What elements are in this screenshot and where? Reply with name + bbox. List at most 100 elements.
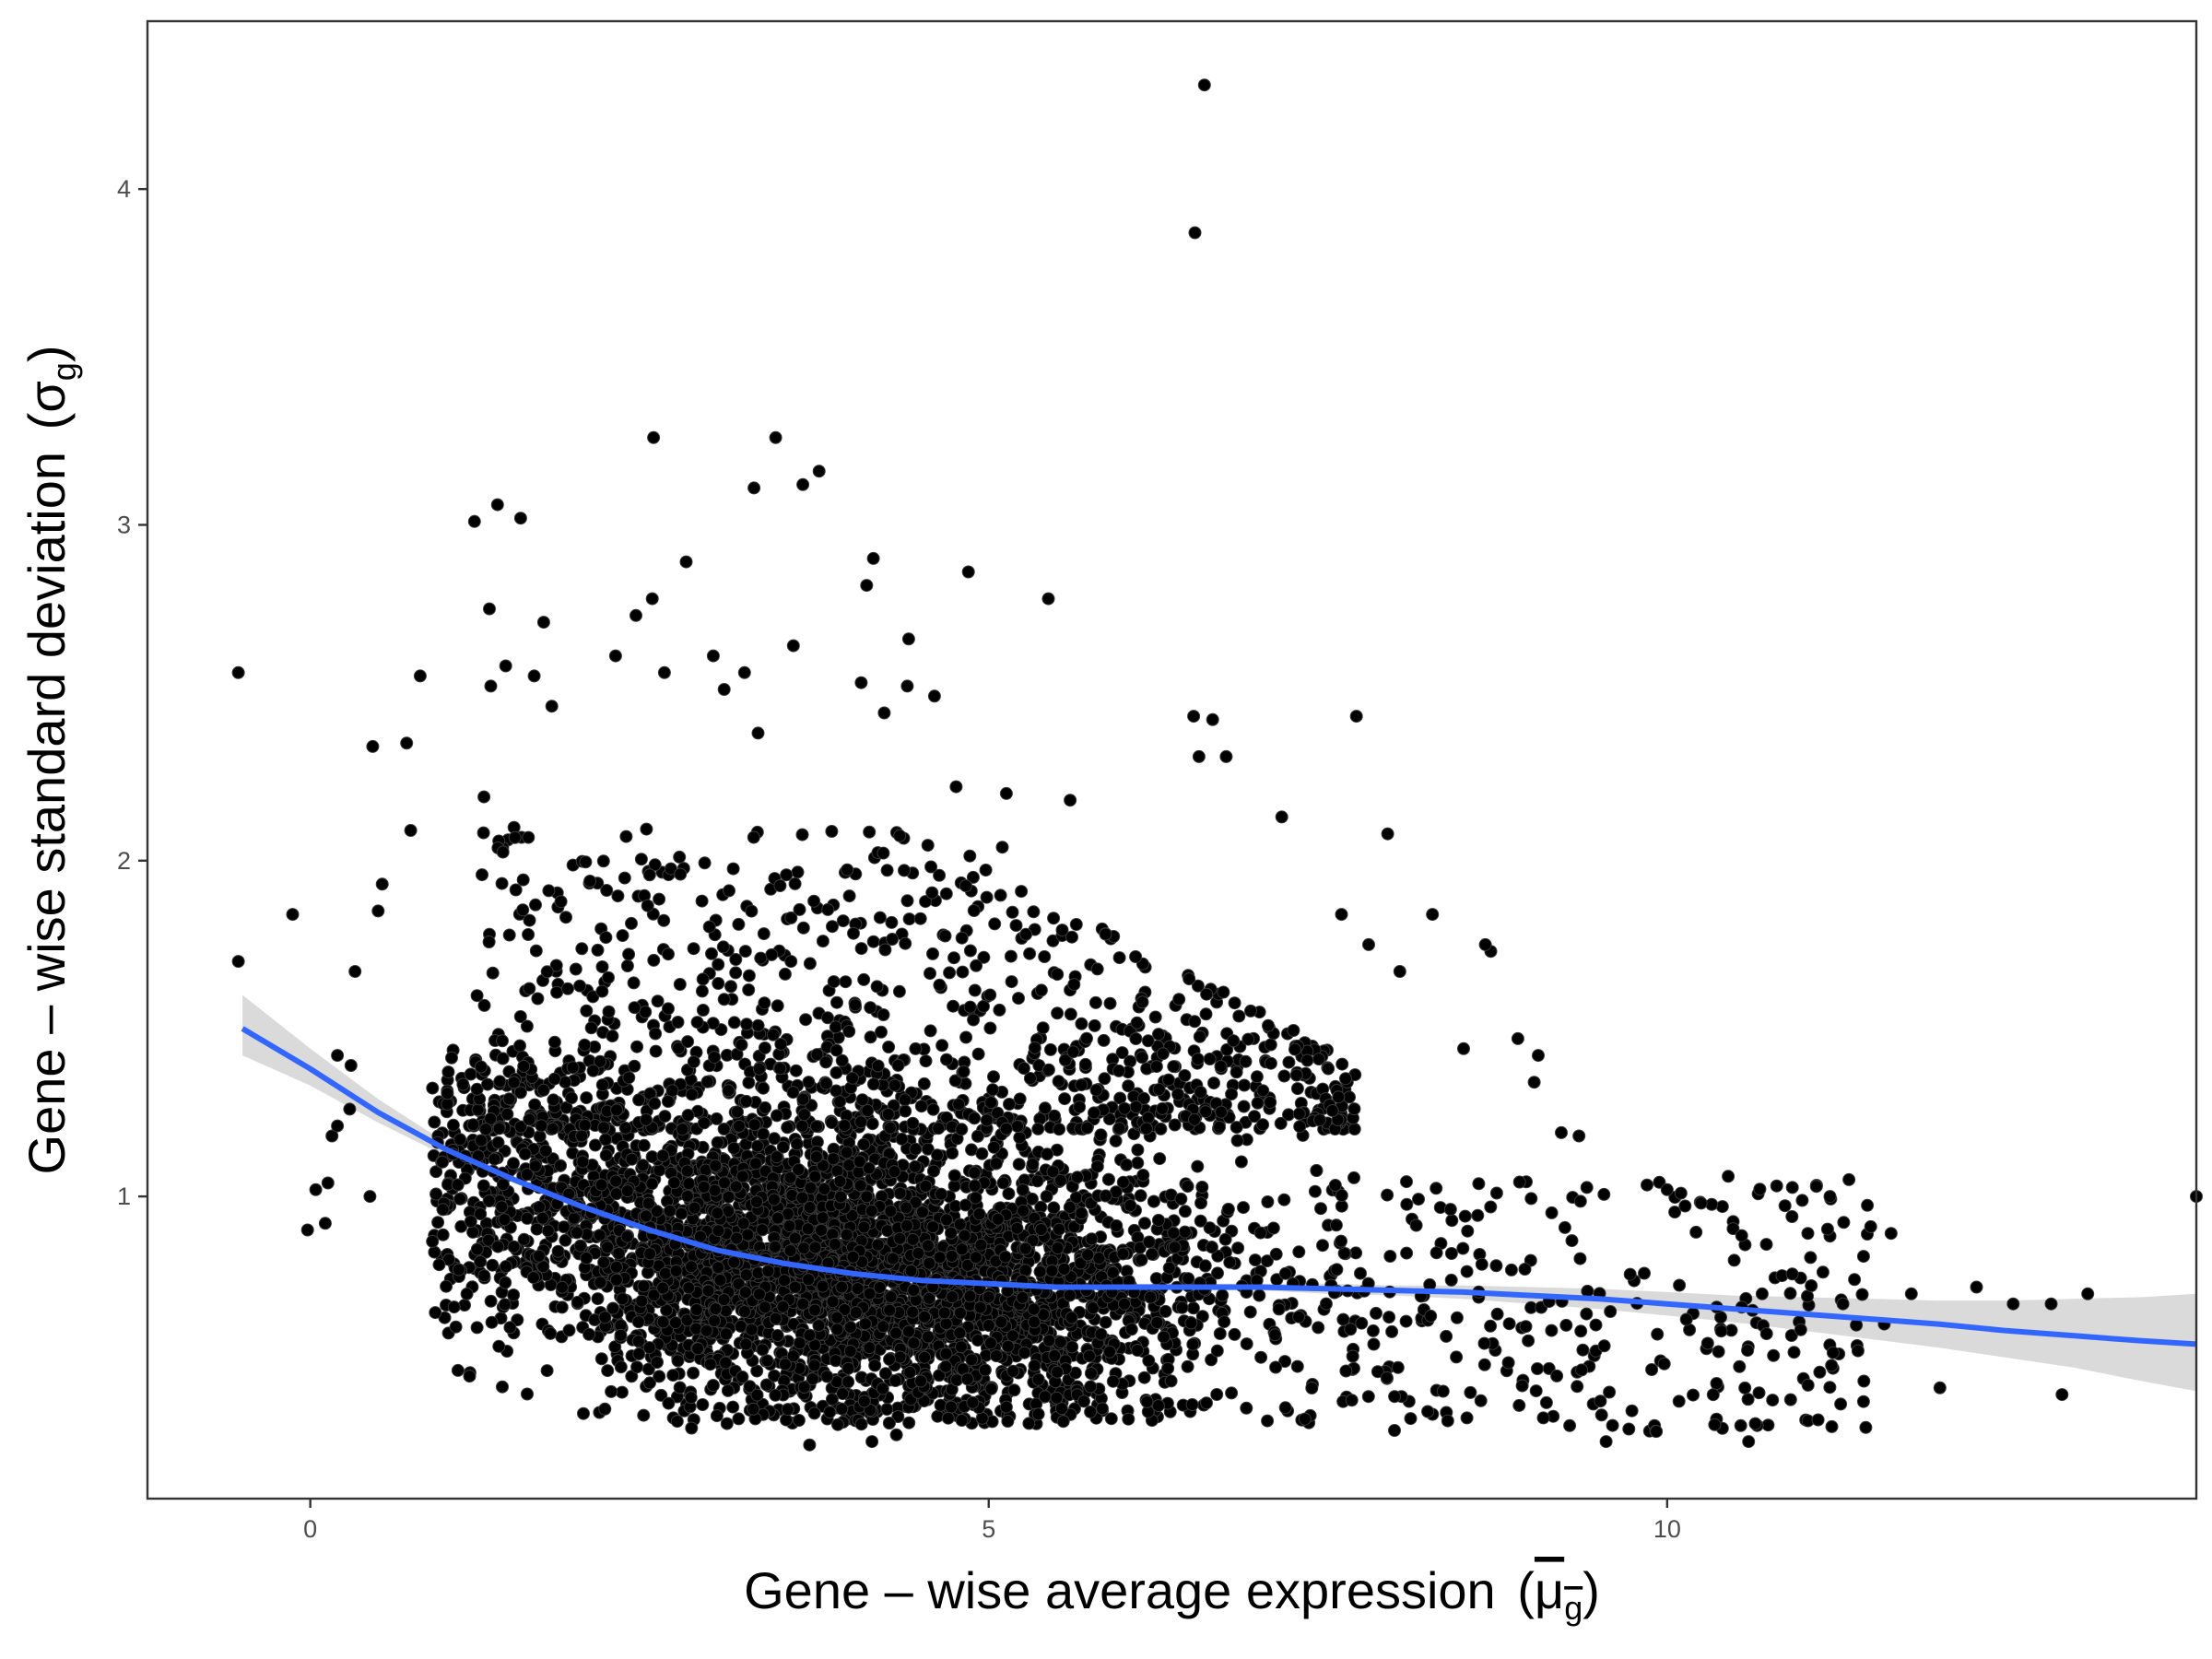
cloud-point bbox=[1262, 1018, 1275, 1032]
cloud-point bbox=[931, 1148, 944, 1162]
cloud-point bbox=[1018, 1241, 1032, 1255]
cloud-point bbox=[474, 1255, 488, 1268]
cloud-point bbox=[1104, 1412, 1118, 1426]
cloud-point bbox=[727, 1255, 741, 1269]
cloud-point bbox=[843, 1321, 857, 1334]
cloud-point bbox=[907, 1283, 921, 1297]
cloud-point bbox=[1181, 1180, 1194, 1194]
cloud-point bbox=[568, 1211, 581, 1225]
cloud-point bbox=[582, 1327, 596, 1341]
cloud-point bbox=[709, 1302, 723, 1316]
cloud-point bbox=[685, 1260, 699, 1274]
cloud-point bbox=[1186, 1337, 1200, 1351]
cloud-point bbox=[713, 1273, 727, 1287]
cloud-point bbox=[967, 1013, 981, 1027]
cloud-point bbox=[854, 1115, 868, 1129]
cloud-point bbox=[980, 890, 994, 904]
cloud-point bbox=[584, 1021, 598, 1035]
cloud-point bbox=[893, 829, 907, 842]
cloud-point bbox=[1063, 1200, 1077, 1214]
cloud-point bbox=[436, 1155, 450, 1169]
cloud-point bbox=[1150, 1316, 1164, 1329]
cloud-point bbox=[815, 1223, 828, 1237]
cloud-point bbox=[557, 1220, 571, 1234]
cloud-point bbox=[697, 1180, 711, 1194]
cloud-point bbox=[880, 1224, 894, 1238]
cloud-point bbox=[645, 1150, 659, 1164]
cloud-point bbox=[599, 931, 613, 945]
cloud-point bbox=[1099, 1189, 1112, 1203]
cloud-point bbox=[486, 966, 500, 980]
cloud-point bbox=[1282, 1055, 1296, 1069]
cloud-point bbox=[1078, 1057, 1092, 1071]
cloud-point bbox=[968, 983, 982, 997]
cloud-point bbox=[428, 1245, 441, 1259]
cloud-point bbox=[641, 899, 654, 912]
cloud-point bbox=[712, 1224, 725, 1238]
cloud-point bbox=[1218, 1315, 1231, 1329]
cloud-point bbox=[944, 1226, 958, 1240]
cloud-point bbox=[1171, 1088, 1185, 1101]
cloud-point bbox=[593, 1229, 606, 1242]
cloud-point bbox=[1129, 1100, 1143, 1113]
cloud-point bbox=[738, 945, 752, 959]
cloud-point bbox=[1385, 1324, 1399, 1338]
cloud-point bbox=[700, 1075, 714, 1088]
cloud-point bbox=[1017, 1204, 1030, 1218]
cloud-point bbox=[1225, 1386, 1239, 1400]
cloud-point bbox=[559, 911, 572, 924]
cloud-point bbox=[1198, 1259, 1212, 1273]
cloud-point bbox=[697, 1116, 711, 1130]
cloud-point bbox=[1022, 1417, 1036, 1430]
cloud-point bbox=[541, 1224, 555, 1238]
cloud-point bbox=[1244, 1004, 1257, 1018]
cloud-point bbox=[812, 1319, 826, 1333]
cloud-point bbox=[980, 1113, 994, 1127]
cloud-point bbox=[1227, 1034, 1241, 1048]
cloud-point bbox=[1135, 1253, 1148, 1266]
cloud-point bbox=[498, 1213, 512, 1227]
cloud-point bbox=[1168, 1118, 1182, 1132]
cloud-point bbox=[909, 1142, 923, 1156]
cloud-point bbox=[1335, 1057, 1349, 1071]
cloud-point bbox=[1018, 1346, 1031, 1359]
cloud-point bbox=[1232, 1009, 1246, 1023]
cloud-point bbox=[968, 1112, 982, 1125]
cloud-point bbox=[717, 1176, 731, 1190]
cloud-point bbox=[968, 1166, 982, 1180]
cloud-point bbox=[1142, 1354, 1156, 1368]
cloud-point bbox=[914, 1100, 928, 1113]
cloud-point bbox=[1524, 1192, 1538, 1206]
cloud-point bbox=[771, 1211, 784, 1225]
cloud-point bbox=[953, 1218, 967, 1231]
cloud-point bbox=[854, 942, 868, 956]
cloud-point bbox=[1017, 1062, 1030, 1076]
cloud-point bbox=[796, 1297, 810, 1311]
cloud-point bbox=[559, 1076, 572, 1089]
cloud-point bbox=[656, 1315, 670, 1329]
cloud-point bbox=[1254, 1350, 1268, 1364]
cloud-point bbox=[861, 1104, 875, 1117]
cloud-point bbox=[680, 1189, 694, 1203]
cloud-point bbox=[554, 1159, 567, 1172]
cloud-point bbox=[616, 929, 629, 943]
cloud-point bbox=[820, 1370, 834, 1383]
cloud-point bbox=[618, 1121, 632, 1135]
cloud-point bbox=[1216, 1288, 1230, 1302]
cloud-point bbox=[1124, 1323, 1138, 1336]
cloud-point bbox=[838, 1119, 852, 1133]
cloud-point bbox=[594, 1276, 607, 1289]
cloud-point bbox=[681, 1035, 695, 1049]
cloud-point bbox=[1290, 1359, 1304, 1373]
cloud-point bbox=[710, 1409, 724, 1423]
cloud-point bbox=[796, 921, 810, 935]
cloud-point bbox=[857, 1394, 871, 1408]
cloud-point bbox=[750, 1195, 763, 1208]
cloud-point bbox=[620, 1230, 634, 1243]
cloud-point bbox=[726, 862, 740, 876]
cloud-point bbox=[1051, 1241, 1065, 1255]
cloud-point bbox=[1248, 1253, 1262, 1267]
cloud-point bbox=[719, 1356, 733, 1370]
cloud-point bbox=[470, 989, 484, 1003]
cloud-point bbox=[756, 1223, 770, 1237]
